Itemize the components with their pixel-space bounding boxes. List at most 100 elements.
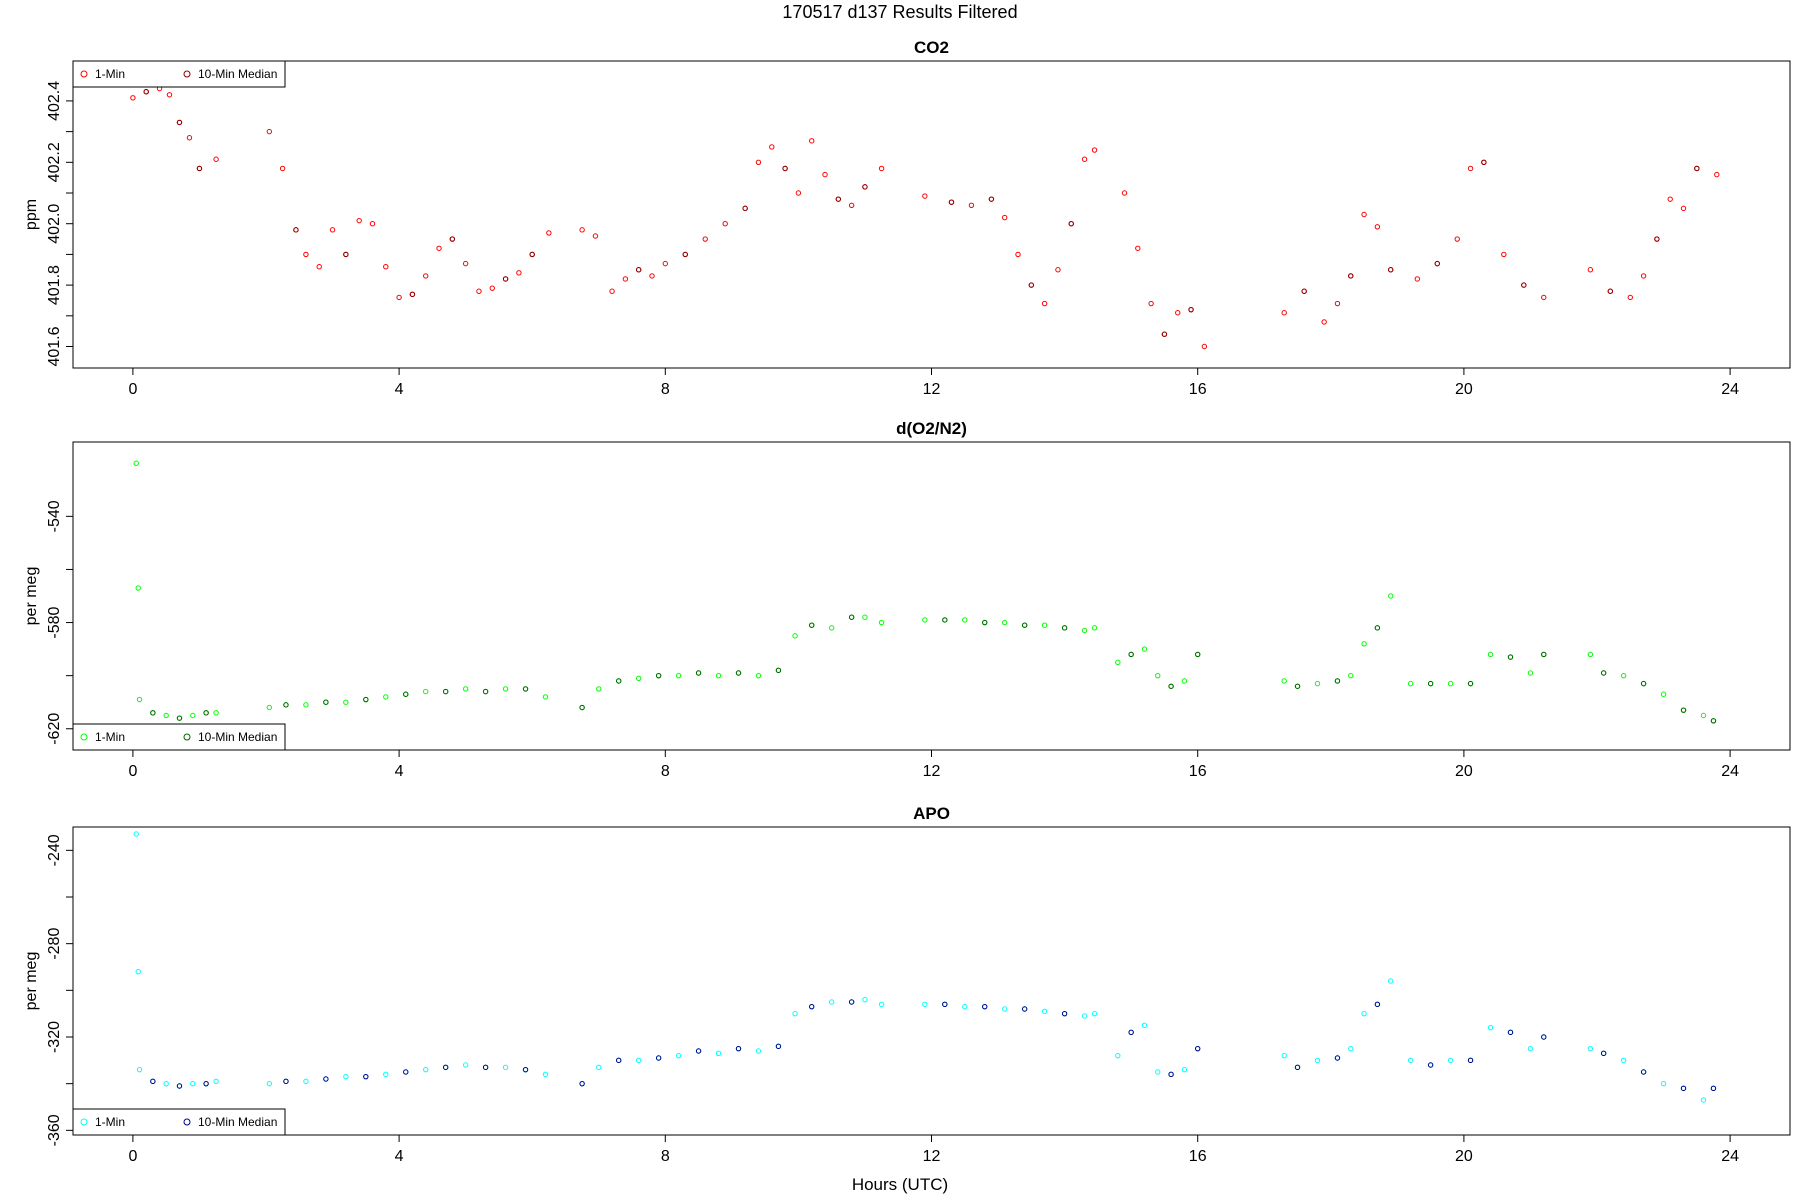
y-tick-label: 402.2: [46, 142, 63, 182]
point-1min: [702, 236, 708, 242]
point-1min: [1361, 1010, 1367, 1017]
point-10min-median: [982, 619, 988, 626]
point-10min-median: [948, 199, 955, 205]
point-1min: [1175, 310, 1181, 316]
y-tick-label: -620: [46, 713, 63, 745]
point-10min-median: [1028, 282, 1035, 288]
point-10min-median: [1334, 1055, 1341, 1061]
point-1min: [1700, 712, 1707, 719]
point-1min: [828, 625, 835, 631]
point-10min-median: [635, 267, 642, 273]
point-1min: [922, 617, 928, 623]
point-1min: [755, 1048, 762, 1054]
point-1min: [1627, 294, 1633, 301]
point-1min: [303, 251, 309, 258]
point-10min-median: [529, 251, 535, 258]
point-1min: [1091, 1010, 1098, 1017]
point-1min: [755, 672, 762, 679]
point-10min-median: [695, 670, 702, 676]
point-1min: [436, 245, 442, 251]
point-1min: [190, 712, 196, 719]
point-1min: [1660, 1080, 1667, 1087]
panel-d-o2-n2: d(O2/N2) per meg 0 4 8 12 16 20 24 -620 -580 -540 1-…: [23, 419, 1791, 780]
point-1min: [715, 1050, 722, 1057]
point-1min: [542, 694, 549, 700]
x-tick-label: 12: [923, 1148, 941, 1165]
point-10min-median: [942, 617, 948, 623]
point-1min: [1314, 1057, 1321, 1064]
point-10min-median: [196, 165, 203, 172]
legend-marker-1min: [80, 733, 88, 741]
point-1min: [809, 138, 815, 144]
y-tick-label: -360: [46, 1114, 63, 1146]
legend-label-1min: 1-Min: [95, 1115, 125, 1129]
point-1min: [878, 165, 885, 172]
point-10min-median: [1427, 1062, 1434, 1068]
point-10min-median: [522, 1066, 529, 1073]
point-1min: [163, 1080, 169, 1087]
point-10min-median: [1427, 680, 1434, 687]
point-1min: [1447, 680, 1454, 687]
point-10min-median: [1168, 683, 1174, 689]
point-1min: [1640, 273, 1647, 279]
point-1min: [383, 263, 389, 270]
point-1min: [303, 702, 309, 708]
point-1min: [1454, 236, 1460, 242]
point-10min-median: [1640, 1069, 1647, 1075]
x-tick-label: 8: [661, 763, 670, 780]
figure-title: 170517 d137 Results Filtered: [782, 2, 1017, 22]
point-1min: [356, 217, 362, 224]
point-10min-median: [1640, 680, 1647, 687]
point-10min-median: [1061, 625, 1068, 631]
point-10min-median: [442, 688, 449, 695]
plot-frame: [72, 826, 1791, 1136]
point-1min: [755, 159, 762, 166]
point-10min-median: [1374, 625, 1381, 631]
point-10min-median: [1521, 282, 1527, 288]
x-tick-label: 24: [1721, 1148, 1739, 1165]
point-10min-median: [1481, 159, 1487, 166]
point-1min: [962, 1003, 968, 1010]
point-1min: [316, 263, 322, 270]
point-1min: [423, 1066, 429, 1073]
point-10min-median: [616, 678, 622, 684]
point-1min: [962, 617, 968, 623]
point-10min-median: [1301, 288, 1307, 294]
point-1min: [1041, 1008, 1048, 1015]
point-1min: [133, 460, 139, 466]
y-tick-label: 402.0: [46, 204, 63, 244]
point-1min: [462, 686, 469, 692]
legend: 1-Min 10-Min Median: [72, 60, 286, 88]
point-10min-median: [1348, 273, 1354, 279]
point-1min: [1348, 672, 1354, 679]
x-tick-label: 20: [1455, 381, 1473, 398]
point-1min: [769, 144, 775, 150]
x-tick-label: 8: [661, 381, 670, 398]
y-tick-label: -240: [46, 834, 63, 866]
plot-frame: [72, 60, 1791, 369]
point-1min: [1081, 1013, 1088, 1019]
point-10min-median: [1467, 1057, 1474, 1064]
point-10min-median: [1195, 1045, 1201, 1052]
point-1min: [862, 996, 868, 1003]
point-1min: [1714, 171, 1720, 178]
point-1min: [213, 156, 219, 162]
x-tick-label: 16: [1189, 381, 1207, 398]
point-1min: [1587, 267, 1594, 273]
point-1min: [423, 273, 429, 279]
point-10min-median: [1161, 331, 1168, 337]
y-tick-label: 401.6: [46, 326, 63, 366]
point-1min: [166, 92, 173, 98]
point-10min-median: [579, 704, 585, 711]
point-1min: [1487, 651, 1494, 658]
point-10min-median: [988, 196, 995, 202]
x-tick-label: 20: [1455, 763, 1473, 780]
point-1min: [1321, 319, 1327, 325]
point-10min-median: [1188, 306, 1194, 313]
point-1min: [822, 171, 828, 178]
point-10min-median: [442, 1064, 449, 1071]
point-10min-median: [293, 227, 299, 233]
point-1min: [369, 221, 376, 227]
point-10min-median: [403, 691, 409, 697]
point-10min-median: [682, 251, 688, 258]
